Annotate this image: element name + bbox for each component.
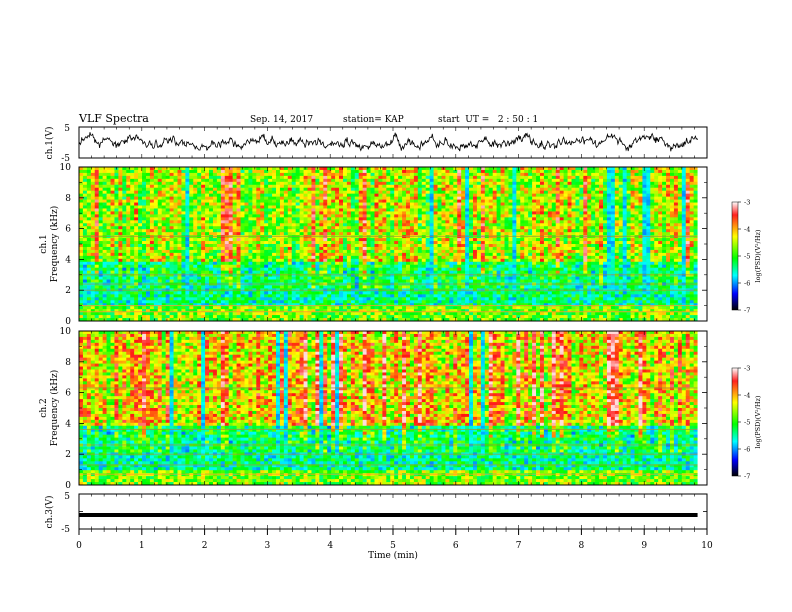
time-tick-label: 0	[76, 541, 82, 551]
ch3-waveform-ytick-top: 5	[64, 492, 70, 502]
frequency-tick-label: 4	[65, 255, 71, 265]
colorbar-tick-label: -7	[744, 307, 750, 315]
colorbar-tick-label: -5	[744, 419, 750, 427]
ch1-waveform-ylabel: ch.1(V)	[44, 127, 55, 160]
ch2-colorbar: -3 -4 -5 -6 -7 log(PSD)(V²/Hz)	[731, 365, 762, 481]
time-axis: 0 1 2 3 4 5 6 7 8 9 10	[76, 529, 713, 551]
frequency-tick-label: 6	[65, 225, 71, 235]
ch1-waveform-ytick-bottom: -5	[61, 154, 70, 164]
frequency-tick-label: 8	[65, 358, 71, 368]
frequency-tick-label: 0	[65, 317, 71, 327]
frequency-tick-label: 2	[65, 286, 71, 296]
time-tick-label: 1	[139, 541, 145, 551]
time-tick-label: 9	[641, 541, 647, 551]
time-tick-label: 8	[579, 541, 585, 551]
colorbar-tick-label: -6	[744, 446, 750, 454]
frequency-tick-label: 4	[65, 419, 71, 429]
ch1-spectrogram-panel: 0 2 4 6 8 10 ch.1 Frequency (kHz) -3 -4 -5 -6 -7 …	[39, 163, 762, 327]
frequency-tick-label: 10	[60, 327, 72, 337]
time-tick-label: 7	[516, 541, 522, 551]
ch3-waveform-ylabel: ch.3(V)	[44, 496, 55, 529]
ch2-spectrogram-heatmap	[79, 331, 707, 485]
figure-date: Sep. 14, 2017	[250, 115, 313, 125]
ch1-ylabel-frequency: Frequency (kHz)	[49, 206, 60, 283]
colorbar-tick-label: -5	[744, 253, 750, 261]
colorbar-tick-label: -4	[744, 226, 750, 234]
ch1-colorbar-label: log(PSD)(V²/Hz)	[754, 229, 762, 282]
ch2-ylabel-frequency: Frequency (kHz)	[49, 370, 60, 447]
time-tick-label: 6	[453, 541, 459, 551]
ch1-waveform-ytick-top: 5	[64, 124, 70, 134]
time-tick-label: 10	[701, 541, 713, 551]
time-tick-label: 3	[265, 541, 271, 551]
colorbar-tick-label: -4	[744, 392, 750, 400]
ch1-waveform-panel: 5 -5 ch.1(V)	[44, 124, 708, 164]
ch2-spectrogram-panel: 0 2 4 6 8 10 ch.2 Frequency (kHz) -3 -4 -5 -6 -7 …	[39, 327, 762, 491]
ch3-waveform-ytick-bottom: -5	[61, 525, 70, 535]
figure-start-ut: start UT = 2 : 50 : 1	[438, 115, 538, 125]
figure-title: VLF Spectra	[78, 112, 149, 125]
ch2-colorbar-label: log(PSD)(V²/Hz)	[754, 395, 762, 448]
ch1-spectrogram-heatmap	[79, 167, 707, 321]
ch3-waveform-frame	[78, 493, 708, 530]
ch2-ylabel-channel: ch.2	[39, 398, 49, 417]
figure-station: station= KAP	[343, 115, 404, 125]
ch1-colorbar: -3 -4 -5 -6 -7 log(PSD)(V²/Hz)	[731, 199, 762, 315]
colorbar-tick-label: -6	[744, 280, 750, 288]
ch1-waveform-line	[79, 132, 698, 152]
time-tick-label: 2	[202, 541, 208, 551]
ch1-waveform-frame	[78, 126, 708, 159]
time-tick-label: 4	[327, 541, 333, 551]
colorbar-tick-label: -3	[744, 199, 750, 207]
frequency-tick-label: 8	[65, 194, 71, 204]
time-tick-label: 5	[390, 541, 396, 551]
colorbar-tick-label: -7	[744, 473, 750, 481]
time-axis-label: Time (min)	[368, 550, 418, 561]
ch3-waveform-panel: 5 -5 ch.3(V)	[44, 492, 708, 535]
frequency-tick-label: 0	[65, 481, 71, 491]
colorbar-tick-label: -3	[744, 365, 750, 373]
frequency-tick-label: 2	[65, 450, 71, 460]
frequency-tick-label: 10	[60, 163, 72, 173]
frequency-tick-label: 6	[65, 389, 71, 399]
ch1-ylabel-channel: ch.1	[39, 234, 49, 253]
